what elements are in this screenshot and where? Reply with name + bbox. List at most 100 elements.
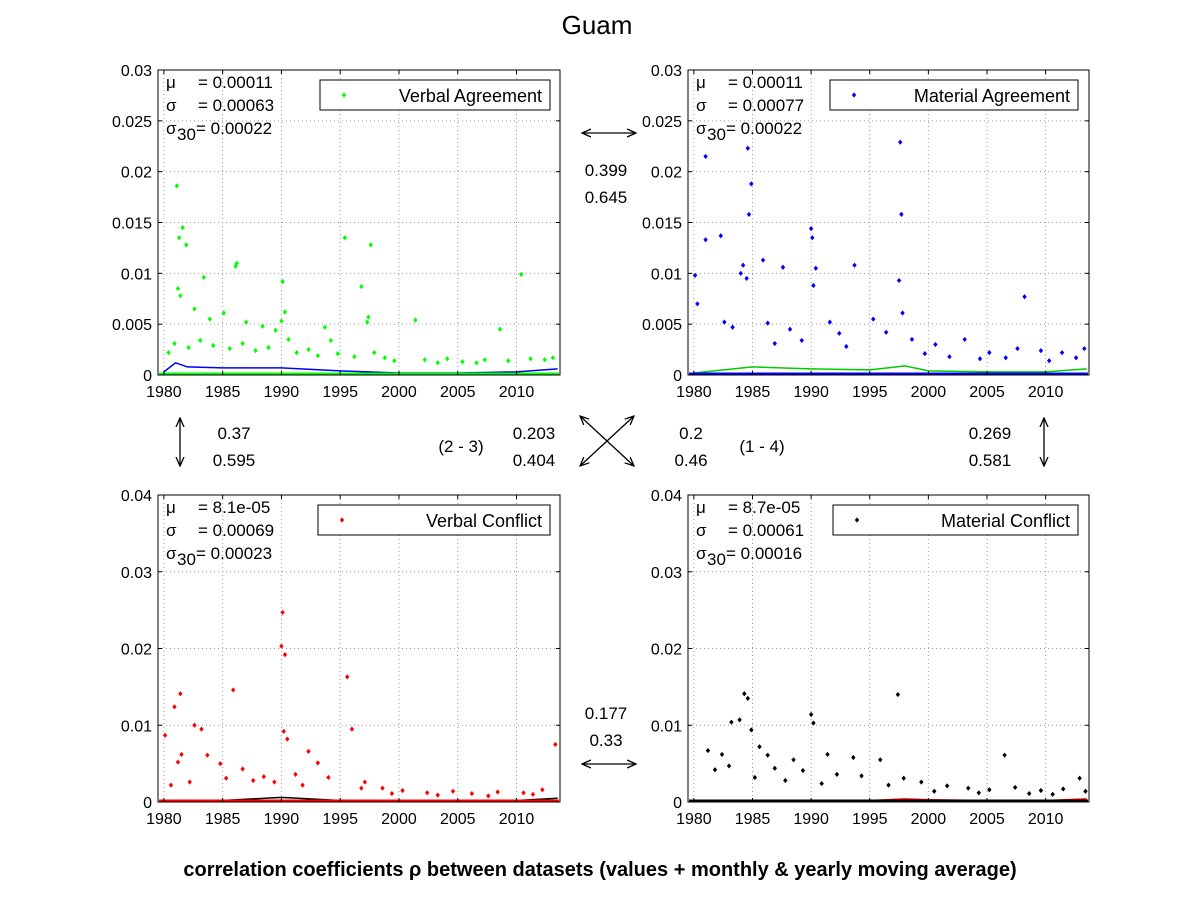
y-tick-label: 0.02 — [121, 642, 152, 659]
data-point — [528, 356, 533, 362]
data-point — [172, 704, 177, 710]
data-point — [221, 310, 227, 316]
moving-average-line — [693, 365, 1087, 374]
stat-value: = 0.00022 — [196, 119, 272, 138]
x-tick-label: 2005 — [440, 811, 476, 828]
data-point — [231, 687, 236, 693]
stat-value: = 0.00069 — [198, 521, 274, 540]
data-point — [899, 211, 904, 217]
y-tick-label: 0.01 — [651, 266, 682, 283]
data-point — [745, 695, 750, 701]
data-point — [730, 324, 735, 330]
stat-value: = 0.00077 — [728, 96, 804, 115]
data-point — [827, 319, 833, 325]
corr-diag-1-4-label: (1 - 4) — [739, 437, 784, 456]
chart-panel-4: 1980 1985 1990 1995 2000 2005 2010 0 0.01 0.02 0.0… — [651, 488, 1090, 828]
x-tick-label: 1980 — [676, 811, 712, 828]
data-point — [279, 643, 284, 649]
data-point — [744, 275, 749, 282]
legend-marker — [341, 92, 347, 98]
x-tick-label: 1985 — [205, 384, 241, 401]
data-point — [389, 790, 395, 797]
data-point — [322, 324, 328, 330]
legend-label: Verbal Conflict — [426, 511, 542, 531]
data-point — [326, 774, 331, 781]
data-point — [844, 343, 849, 350]
data-point — [435, 792, 440, 798]
data-point — [176, 235, 182, 241]
data-point — [205, 752, 210, 758]
data-point — [695, 301, 700, 307]
data-point — [898, 139, 903, 145]
data-point — [900, 310, 905, 316]
data-point — [273, 327, 278, 333]
data-point — [175, 759, 181, 765]
y-tick-label: 0.015 — [642, 216, 682, 233]
data-point — [495, 789, 500, 795]
data-point — [243, 319, 249, 325]
data-point — [772, 340, 777, 347]
data-point — [896, 277, 902, 284]
data-point — [174, 183, 180, 189]
corr-right-b: 0.581 — [969, 451, 1012, 470]
data-point — [482, 357, 487, 363]
corr-top-a: 0.399 — [585, 161, 628, 180]
y-tick-label: 0.03 — [651, 565, 682, 582]
data-point — [315, 353, 321, 359]
figure-title: Guam — [562, 10, 633, 40]
data-point — [1038, 348, 1044, 354]
legend-label: Verbal Agreement — [399, 86, 542, 106]
data-point — [737, 717, 742, 723]
data-point — [746, 211, 752, 217]
stat-value: = 0.00022 — [726, 119, 802, 138]
data-point — [787, 326, 793, 332]
data-point — [365, 319, 370, 325]
data-point — [281, 728, 286, 734]
y-tick-label: 0 — [673, 795, 682, 812]
data-point — [825, 751, 830, 758]
data-point — [285, 736, 290, 742]
x-tick-label: 1995 — [852, 811, 888, 828]
data-point — [1027, 790, 1032, 797]
data-point — [987, 787, 992, 793]
data-point — [293, 771, 298, 777]
stat-symbol: σ — [166, 119, 177, 138]
data-point — [852, 262, 857, 268]
data-point — [294, 350, 299, 356]
corr-bottom-b: 0.33 — [589, 731, 622, 750]
data-point — [819, 780, 824, 787]
data-point — [233, 263, 238, 269]
data-point — [540, 787, 545, 793]
data-point — [180, 224, 185, 231]
data-point — [749, 181, 754, 187]
data-point — [719, 751, 725, 758]
data-point — [227, 345, 232, 352]
data-point — [1012, 784, 1018, 791]
data-point — [883, 329, 889, 335]
data-point — [1050, 791, 1055, 797]
data-point — [895, 691, 901, 698]
data-point — [474, 360, 479, 366]
data-point — [486, 793, 491, 799]
y-tick-label: 0.025 — [112, 114, 152, 131]
data-point — [335, 351, 341, 357]
data-point — [783, 777, 788, 784]
data-point — [345, 674, 350, 680]
data-point — [469, 790, 475, 797]
data-point — [260, 323, 265, 329]
y-tick-label: 0.02 — [651, 165, 682, 182]
y-tick-label: 0 — [143, 795, 152, 812]
stat-subscript: 30 — [707, 550, 726, 569]
chart-panel-1: 1980 1985 1990 1995 2000 2005 2010 0 0.005 0.01 0.… — [112, 63, 561, 401]
y-tick-label: 0.04 — [651, 488, 682, 505]
stat-value: = 0.00016 — [726, 544, 802, 563]
moving-average-line — [163, 361, 558, 374]
data-point — [240, 766, 245, 772]
stat-subscript: 30 — [177, 550, 196, 569]
stat-value: = 0.00061 — [728, 521, 804, 540]
data-point — [521, 790, 526, 796]
data-point — [944, 783, 950, 789]
x-tick-label: 1990 — [793, 811, 829, 828]
data-point — [760, 257, 766, 263]
corr-top-b: 0.645 — [585, 188, 628, 207]
